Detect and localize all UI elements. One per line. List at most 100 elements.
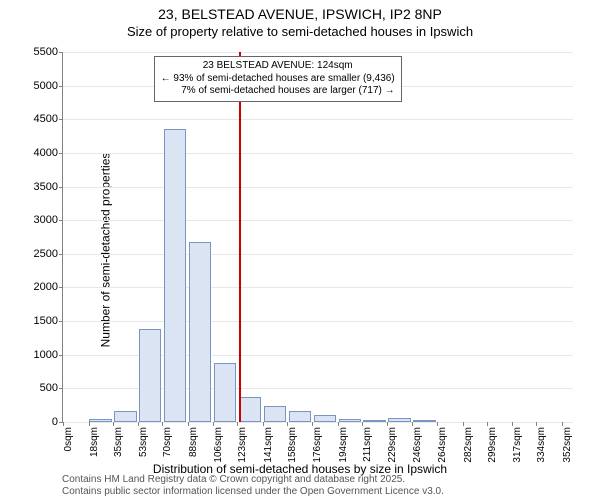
ytick-label: 500 bbox=[40, 382, 58, 394]
chart-title: 23, BELSTEAD AVENUE, IPSWICH, IP2 8NP bbox=[0, 0, 600, 22]
gridline bbox=[63, 153, 573, 154]
xtick-label: 35sqm bbox=[113, 427, 124, 457]
xtick-mark bbox=[512, 422, 513, 426]
xtick-mark bbox=[188, 422, 189, 426]
histogram-bar bbox=[239, 397, 261, 422]
gridline bbox=[63, 119, 573, 120]
xtick-label: 334sqm bbox=[536, 427, 547, 463]
plot-area: 0500100015002000250030003500400045005000… bbox=[62, 52, 573, 423]
ytick-mark bbox=[59, 287, 63, 288]
histogram-bar bbox=[264, 406, 286, 422]
ytick-mark bbox=[59, 321, 63, 322]
ytick-label: 5500 bbox=[34, 46, 58, 58]
histogram-bar bbox=[214, 363, 236, 422]
footer-line-2: Contains public sector information licen… bbox=[62, 486, 444, 497]
xtick-label: 194sqm bbox=[338, 427, 349, 463]
xtick-label: 229sqm bbox=[387, 427, 398, 463]
xtick-label: 176sqm bbox=[312, 427, 323, 463]
xtick-mark bbox=[437, 422, 438, 426]
ytick-label: 2500 bbox=[34, 248, 58, 260]
ytick-label: 5000 bbox=[34, 80, 58, 92]
footer-attribution: Contains HM Land Registry data © Crown c… bbox=[62, 474, 444, 498]
ytick-mark bbox=[59, 119, 63, 120]
ytick-label: 4500 bbox=[34, 113, 58, 125]
ytick-label: 1500 bbox=[34, 315, 58, 327]
chart-container: 23, BELSTEAD AVENUE, IPSWICH, IP2 8NP Si… bbox=[0, 0, 600, 500]
xtick-mark bbox=[138, 422, 139, 426]
histogram-bar bbox=[114, 411, 136, 422]
histogram-bar bbox=[363, 420, 385, 422]
xtick-mark bbox=[387, 422, 388, 426]
annotation-line: 23 BELSTEAD AVENUE: 124sqm bbox=[161, 60, 395, 73]
xtick-mark bbox=[287, 422, 288, 426]
xtick-mark bbox=[263, 422, 264, 426]
xtick-label: 352sqm bbox=[562, 427, 573, 463]
xtick-label: 158sqm bbox=[287, 427, 298, 463]
footer-line-1: Contains HM Land Registry data © Crown c… bbox=[62, 474, 405, 485]
ytick-mark bbox=[59, 355, 63, 356]
histogram-bar bbox=[139, 329, 161, 422]
ytick-label: 1000 bbox=[34, 349, 58, 361]
ytick-mark bbox=[59, 388, 63, 389]
xtick-mark bbox=[562, 422, 563, 426]
xtick-label: 141sqm bbox=[263, 427, 274, 463]
xtick-label: 317sqm bbox=[512, 427, 523, 463]
chart-subtitle: Size of property relative to semi-detach… bbox=[0, 22, 600, 39]
xtick-mark bbox=[237, 422, 238, 426]
xtick-label: 106sqm bbox=[213, 427, 224, 463]
ytick-mark bbox=[59, 153, 63, 154]
histogram-bar bbox=[413, 420, 435, 422]
xtick-label: 18sqm bbox=[89, 427, 100, 457]
histogram-bar bbox=[339, 419, 361, 422]
gridline bbox=[63, 52, 573, 53]
ytick-mark bbox=[59, 86, 63, 87]
histogram-bar bbox=[189, 242, 211, 422]
xtick-mark bbox=[487, 422, 488, 426]
xtick-mark bbox=[63, 422, 64, 426]
xtick-mark bbox=[412, 422, 413, 426]
gridline bbox=[63, 422, 573, 423]
gridline bbox=[63, 287, 573, 288]
xtick-label: 88sqm bbox=[188, 427, 199, 457]
xtick-label: 123sqm bbox=[237, 427, 248, 463]
histogram-bar bbox=[314, 415, 336, 422]
xtick-mark bbox=[162, 422, 163, 426]
ytick-mark bbox=[59, 220, 63, 221]
histogram-bar bbox=[388, 418, 410, 422]
ytick-mark bbox=[59, 254, 63, 255]
gridline bbox=[63, 254, 573, 255]
ytick-label: 3500 bbox=[34, 181, 58, 193]
xtick-mark bbox=[362, 422, 363, 426]
gridline bbox=[63, 321, 573, 322]
xtick-label: 211sqm bbox=[362, 427, 373, 462]
ytick-label: 4000 bbox=[34, 147, 58, 159]
xtick-mark bbox=[312, 422, 313, 426]
xtick-mark bbox=[338, 422, 339, 426]
gridline bbox=[63, 220, 573, 221]
xtick-mark bbox=[113, 422, 114, 426]
xtick-label: 264sqm bbox=[437, 427, 448, 463]
marker-line bbox=[239, 52, 241, 422]
xtick-label: 0sqm bbox=[63, 427, 74, 451]
histogram-bar bbox=[89, 419, 111, 422]
histogram-bar bbox=[289, 411, 311, 422]
xtick-label: 299sqm bbox=[487, 427, 498, 463]
xtick-label: 53sqm bbox=[138, 427, 149, 457]
xtick-label: 70sqm bbox=[162, 427, 173, 457]
ytick-mark bbox=[59, 52, 63, 53]
annotation-box: 23 BELSTEAD AVENUE: 124sqm← 93% of semi-… bbox=[154, 56, 402, 102]
histogram-bar bbox=[164, 129, 186, 422]
xtick-mark bbox=[536, 422, 537, 426]
gridline bbox=[63, 187, 573, 188]
xtick-mark bbox=[213, 422, 214, 426]
annotation-line: 7% of semi-detached houses are larger (7… bbox=[161, 85, 395, 98]
annotation-line: ← 93% of semi-detached houses are smalle… bbox=[161, 73, 395, 86]
xtick-mark bbox=[89, 422, 90, 426]
ytick-label: 0 bbox=[52, 416, 58, 428]
ytick-mark bbox=[59, 187, 63, 188]
ytick-label: 3000 bbox=[34, 214, 58, 226]
xtick-label: 246sqm bbox=[412, 427, 423, 463]
xtick-mark bbox=[463, 422, 464, 426]
xtick-label: 282sqm bbox=[463, 427, 474, 463]
ytick-label: 2000 bbox=[34, 281, 58, 293]
